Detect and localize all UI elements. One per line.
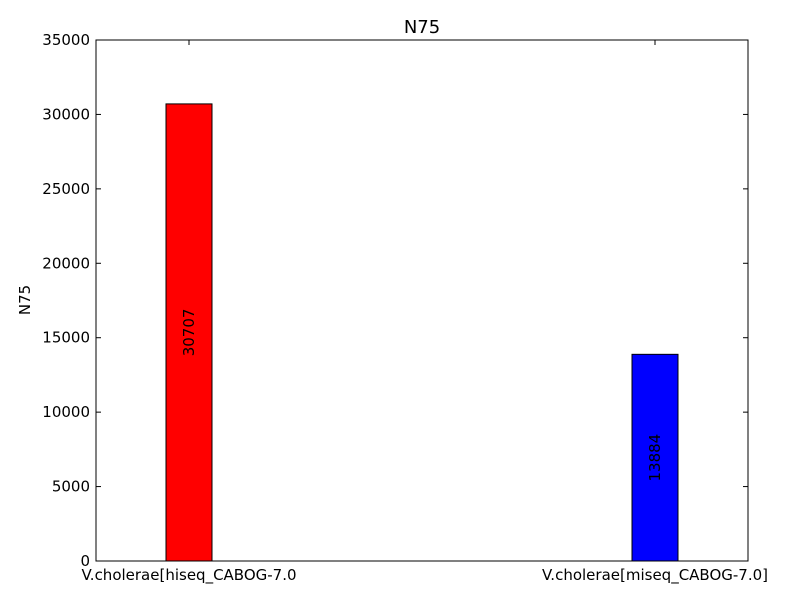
bar-value-label: 30707 — [180, 309, 198, 357]
chart-title: N75 — [404, 17, 440, 38]
y-tick-labels: 0 5000 10000 15000 20000 25000 30000 35000 — [42, 31, 90, 570]
y-tick-label: 20000 — [42, 254, 90, 272]
y-tick-label: 10000 — [42, 403, 90, 421]
bar — [631, 353, 679, 562]
y-tick-label: 35000 — [42, 31, 90, 49]
bars — [165, 103, 679, 562]
plot-frame — [95, 39, 749, 562]
bar-value-labels: 30707 13884 — [180, 309, 664, 482]
y-axis-label: N75 — [16, 285, 34, 315]
y-tick-label: 5000 — [52, 478, 90, 496]
y-tick-label: 15000 — [42, 329, 90, 347]
y-tick-label: 0 — [80, 552, 90, 570]
y-tick-label: 30000 — [42, 105, 90, 123]
bar-value-label: 13884 — [646, 434, 664, 482]
x-tick-label: V.cholerae[hiseq_CABOG-7.0 — [81, 566, 296, 585]
x-tick-label: V.cholerae[miseq_CABOG-7.0] — [542, 566, 768, 585]
x-tick-labels: V.cholerae[hiseq_CABOG-7.0 V.cholerae[mis… — [81, 566, 768, 585]
bar — [165, 103, 213, 562]
y-tick-label: 25000 — [42, 180, 90, 198]
